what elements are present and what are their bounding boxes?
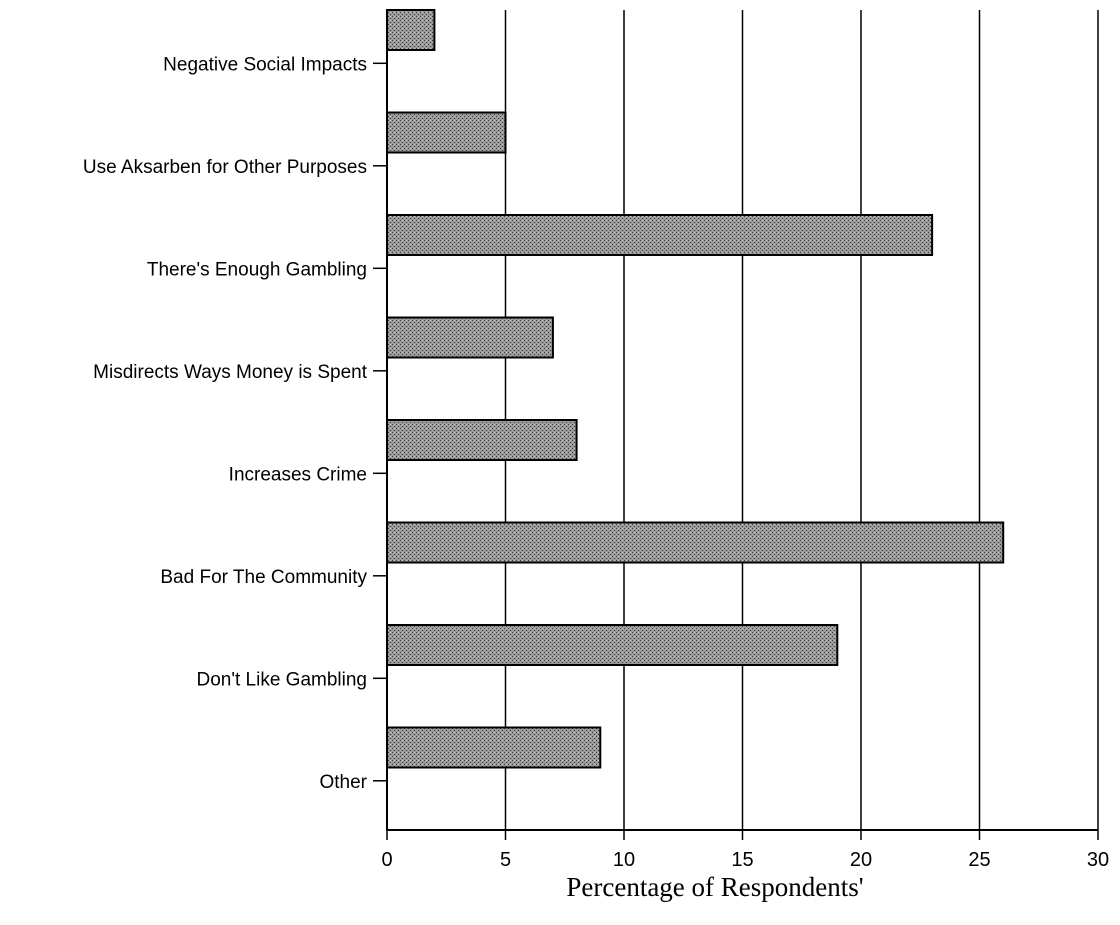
category-label: Don't Like Gambling [197, 669, 368, 690]
bar [386, 521, 1005, 564]
bar [386, 624, 839, 666]
bar [386, 419, 578, 461]
axes [373, 10, 1099, 840]
category-label: Negative Social Impacts [163, 54, 367, 75]
x-tick-label: 30 [1087, 849, 1109, 871]
bar [386, 9, 436, 51]
x-tick-label: 0 [381, 849, 392, 871]
x-tick-labels: 0 5 10 15 20 25 30 [381, 849, 1109, 871]
bar [386, 111, 507, 154]
x-tick-label: 10 [613, 849, 635, 871]
x-tick-label: 5 [500, 849, 511, 871]
category-labels: Negative Social Impacts Use Aksarben for … [83, 54, 368, 793]
category-label: Misdirects Ways Money is Spent [93, 362, 368, 383]
category-label: Increases Crime [229, 464, 367, 485]
x-tick-label: 15 [731, 849, 753, 871]
gridlines [504, 10, 1099, 830]
category-label: There's Enough Gambling [147, 259, 367, 280]
category-label: Use Aksarben for Other Purposes [83, 157, 367, 178]
bar [386, 214, 934, 256]
bar [386, 726, 602, 769]
x-axis-title: Percentage of Respondents' [566, 872, 863, 902]
category-label: Bad For The Community [160, 567, 367, 588]
x-tick-label: 25 [968, 849, 990, 871]
bars [386, 9, 1005, 769]
x-tick-label: 20 [850, 849, 872, 871]
category-label: Other [319, 772, 367, 793]
bar [386, 316, 554, 359]
